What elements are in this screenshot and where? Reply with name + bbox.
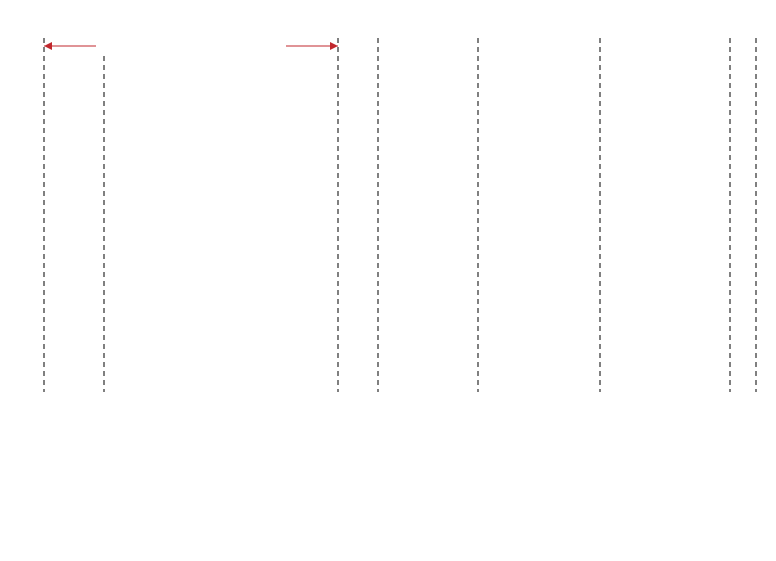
- background: [0, 0, 776, 561]
- rd-label-bg: [96, 38, 286, 52]
